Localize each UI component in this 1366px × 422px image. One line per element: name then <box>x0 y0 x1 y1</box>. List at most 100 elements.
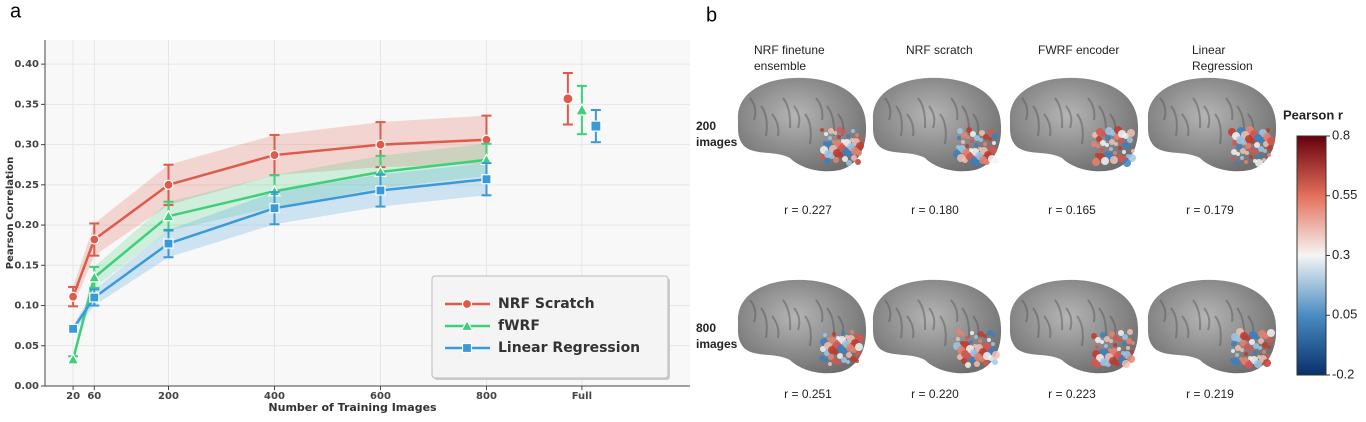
legend-label: NRF Scratch <box>498 296 595 312</box>
activation-patch <box>1240 332 1248 340</box>
colorbar-tick-label: 0.3 <box>1332 247 1350 262</box>
activation-patch <box>1113 151 1117 155</box>
y-tick-label: 0.35 <box>14 99 39 110</box>
activation-patch <box>1126 346 1130 350</box>
activation-patch <box>1267 145 1273 151</box>
activation-patch <box>859 137 863 141</box>
activation-patch <box>1249 339 1255 345</box>
activation-patch <box>1235 161 1239 165</box>
activation-patch <box>1231 333 1239 341</box>
brain-surface <box>872 77 1002 172</box>
column-header: Linear Regression <box>1192 43 1253 73</box>
column-header: FWRF encoder <box>1038 43 1120 57</box>
activation-patch <box>965 336 969 340</box>
activation-patch <box>1230 358 1234 362</box>
activation-patch <box>824 158 830 164</box>
activation-patch <box>1104 336 1110 342</box>
y-tick-label: 0.20 <box>14 220 39 231</box>
activation-patch <box>1231 157 1235 161</box>
activation-patch <box>855 359 859 363</box>
sulcus <box>1225 299 1234 323</box>
activation-patch <box>1118 138 1124 144</box>
activation-patch <box>961 332 965 336</box>
sulcus <box>1043 113 1052 137</box>
activation-patch <box>1249 155 1253 159</box>
panel-label: b <box>706 4 717 26</box>
activation-patch <box>961 140 965 144</box>
sulcus <box>1054 97 1064 129</box>
marker <box>461 298 473 310</box>
activation-patch <box>833 131 837 135</box>
activation-patch <box>1244 352 1248 356</box>
y-tick-label: 0.25 <box>14 180 39 191</box>
activation-patch <box>846 160 852 166</box>
x-tick-label: 400 <box>264 391 285 402</box>
activation-patch <box>1118 146 1122 150</box>
activation-patch <box>987 146 991 150</box>
sulcus <box>1192 97 1202 129</box>
sulcus <box>804 315 812 347</box>
sulcus <box>1065 307 1073 331</box>
activation-patch <box>1267 345 1271 349</box>
activation-patch <box>836 336 840 340</box>
sulcus <box>950 97 959 121</box>
activation-patch <box>988 137 992 141</box>
activation-patch <box>1131 341 1135 345</box>
activation-patch <box>828 128 834 134</box>
activation-patch <box>1122 334 1128 340</box>
activation-patch <box>833 157 839 163</box>
x-tick-label: 20 <box>66 391 80 402</box>
sulcus <box>1065 105 1073 129</box>
activation-patch <box>1117 155 1121 159</box>
activation-patch <box>966 127 972 133</box>
marker <box>461 342 473 354</box>
activation-patch <box>974 335 978 339</box>
activation-patch <box>1100 148 1104 152</box>
activation-patch <box>1096 128 1104 136</box>
y-tick-label: 0.40 <box>14 59 39 70</box>
colorbar-tick-label: 0.55 <box>1332 187 1357 202</box>
sulcus <box>1098 307 1108 339</box>
activation-patch <box>1258 346 1262 350</box>
activation-patch <box>1258 146 1264 152</box>
activation-patch <box>978 339 982 343</box>
activation-patch <box>961 350 969 358</box>
marker <box>89 234 100 245</box>
x-tick-label: 800 <box>476 391 497 402</box>
r-value: r = 0.223 <box>1048 387 1096 401</box>
sulcus <box>1214 113 1222 145</box>
colorbar-tick-label: -0.2 <box>1332 366 1354 381</box>
activation-patch <box>859 363 863 367</box>
activation-patch <box>961 132 967 138</box>
brain-image <box>1009 77 1139 172</box>
activation-patch <box>983 352 991 360</box>
activation-patch <box>1109 139 1115 145</box>
activation-patch <box>1109 339 1113 343</box>
activation-patch <box>1131 149 1135 153</box>
colorbar-tick-label: 0.05 <box>1332 307 1357 322</box>
activation-patch <box>1263 149 1267 153</box>
brain-surface <box>1009 77 1139 172</box>
sulcus <box>1170 105 1178 137</box>
activation-patch <box>1095 153 1099 157</box>
activation-patch <box>1249 331 1257 339</box>
activation-patch <box>1122 342 1126 346</box>
activation-patch <box>966 135 970 139</box>
sulcus <box>837 315 845 339</box>
activation-patch <box>856 142 864 150</box>
activation-patch <box>973 344 977 348</box>
activation-patch <box>841 331 845 335</box>
activation-patch <box>1262 342 1268 348</box>
activation-patch <box>1236 144 1242 150</box>
brain-surface <box>1147 279 1277 374</box>
activation-patch <box>1118 130 1126 138</box>
activation-patch <box>970 131 976 137</box>
activation-patch <box>1249 147 1255 153</box>
activation-patch <box>1235 353 1239 357</box>
activation-patch <box>983 142 987 146</box>
activation-patch <box>1127 129 1135 137</box>
activation-patch <box>1130 350 1134 354</box>
brain-surface <box>1147 77 1277 172</box>
marker <box>460 319 474 332</box>
activation-patch <box>969 340 973 344</box>
